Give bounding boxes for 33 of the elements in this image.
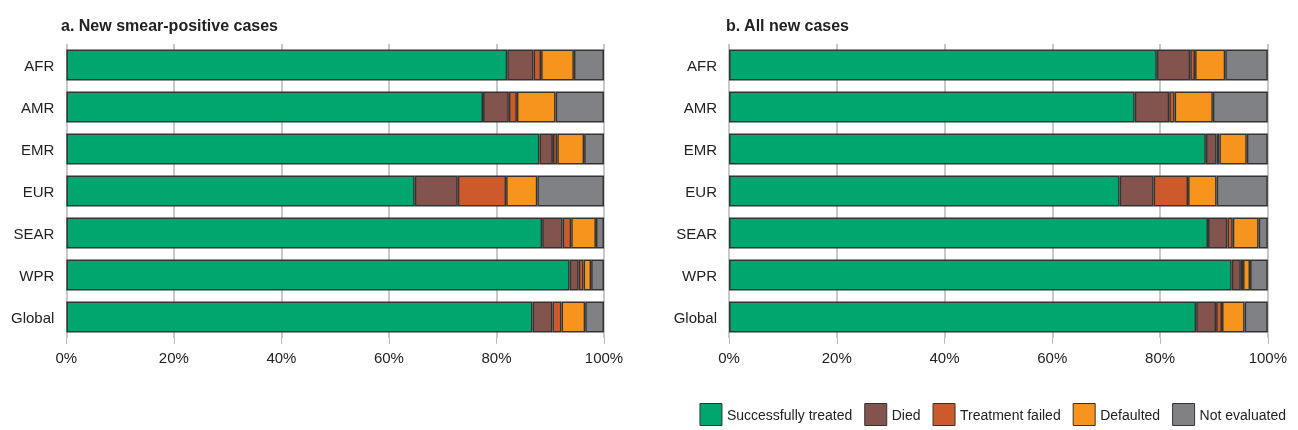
x-tick-label: 100% <box>584 349 624 366</box>
x-tick-label: 0% <box>55 349 78 366</box>
y-tick-label: AFR <box>687 56 718 74</box>
y-tick-label: SEAR <box>676 224 718 242</box>
y-tick-label: AMR <box>21 98 55 116</box>
chart-title: b. All new cases <box>726 16 850 34</box>
x-tick-label: 20% <box>158 349 189 366</box>
legend-label: Successfully treated <box>726 406 853 423</box>
legend-label: Treatment failed <box>960 406 1061 423</box>
x-tick-label: 40% <box>929 349 960 366</box>
y-tick-label: WPR <box>682 266 718 284</box>
y-tick-label: AFR <box>24 56 55 74</box>
y-tick-label: Global <box>673 308 717 326</box>
x-tick-label: 60% <box>1037 349 1068 366</box>
x-tick-label: 0% <box>718 349 740 366</box>
x-tick-label: 20% <box>821 349 852 366</box>
x-tick-label: 80% <box>481 349 512 366</box>
x-tick-label: 60% <box>373 349 404 366</box>
x-tick-label: 100% <box>1248 349 1288 366</box>
y-tick-label: AMR <box>683 98 718 116</box>
y-tick-label: EUR <box>22 182 55 200</box>
y-tick-label: EUR <box>685 182 718 200</box>
chart-title: a. New smear-positive cases <box>61 16 279 34</box>
legend-label: Died <box>891 406 921 423</box>
y-tick-label: SEAR <box>13 224 55 242</box>
y-tick-label: WPR <box>19 266 55 284</box>
y-tick-label: EMR <box>21 140 55 158</box>
legend-label: Not evaluated <box>1199 406 1287 423</box>
y-tick-label: EMR <box>683 140 718 158</box>
y-tick-label: Global <box>11 308 55 326</box>
legend-label: Defaulted <box>1100 406 1161 423</box>
x-tick-label: 80% <box>1145 349 1176 366</box>
x-tick-label: 40% <box>266 349 297 366</box>
